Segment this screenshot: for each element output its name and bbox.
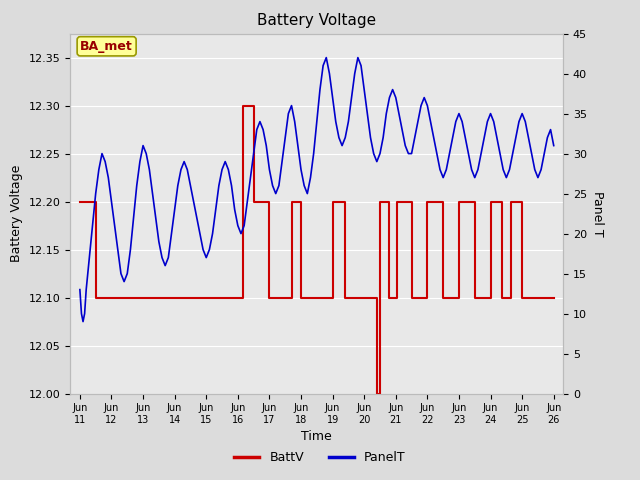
Y-axis label: Panel T: Panel T	[591, 191, 604, 237]
Y-axis label: Battery Voltage: Battery Voltage	[10, 165, 23, 262]
X-axis label: Time: Time	[301, 431, 332, 444]
Title: Battery Voltage: Battery Voltage	[257, 13, 376, 28]
Text: BA_met: BA_met	[80, 40, 133, 53]
Legend: BattV, PanelT: BattV, PanelT	[229, 446, 411, 469]
